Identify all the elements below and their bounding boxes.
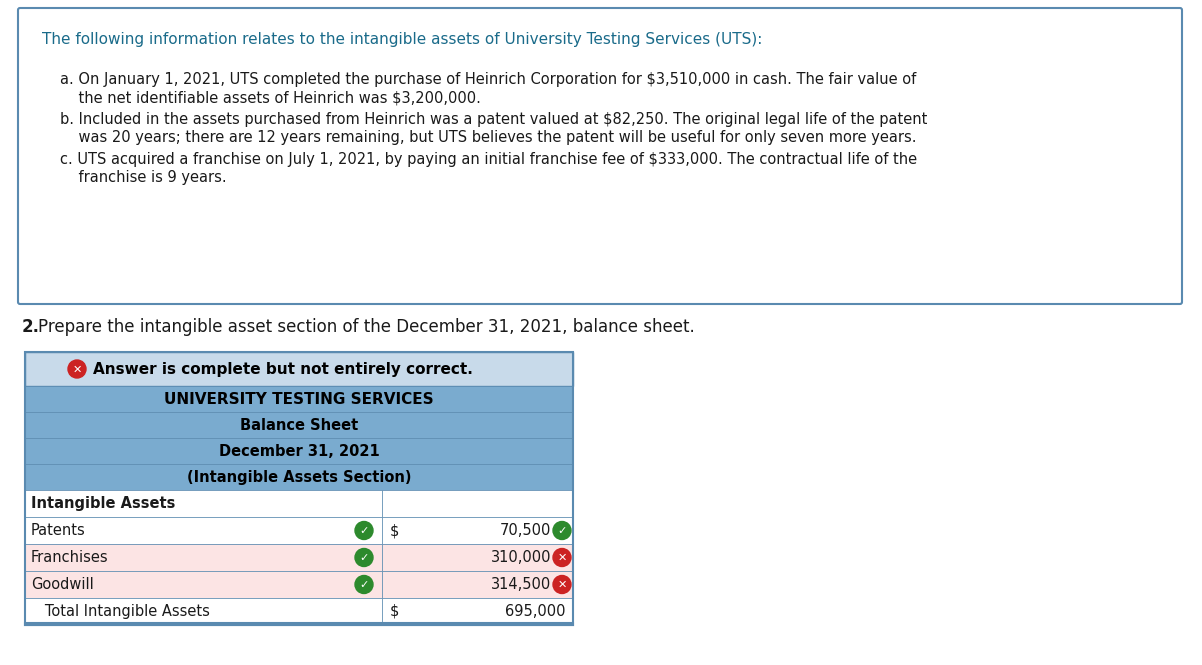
Text: $: $ bbox=[389, 523, 399, 538]
Text: 695,000: 695,000 bbox=[505, 604, 565, 619]
Text: Patents: Patents bbox=[31, 523, 85, 538]
Text: Goodwill: Goodwill bbox=[31, 577, 94, 592]
Circle shape bbox=[355, 521, 373, 539]
Text: ✕: ✕ bbox=[558, 580, 566, 590]
FancyBboxPatch shape bbox=[382, 517, 573, 544]
FancyBboxPatch shape bbox=[25, 517, 382, 544]
FancyBboxPatch shape bbox=[382, 490, 573, 517]
Text: franchise is 9 years.: franchise is 9 years. bbox=[60, 170, 227, 185]
Text: Total Intangible Assets: Total Intangible Assets bbox=[31, 604, 210, 619]
Text: ✓: ✓ bbox=[558, 526, 566, 536]
FancyBboxPatch shape bbox=[25, 438, 573, 464]
Text: 70,500: 70,500 bbox=[500, 523, 551, 538]
FancyBboxPatch shape bbox=[25, 598, 382, 625]
Text: ✕: ✕ bbox=[558, 553, 566, 563]
Text: Franchises: Franchises bbox=[31, 550, 108, 565]
Circle shape bbox=[553, 549, 571, 567]
FancyBboxPatch shape bbox=[382, 571, 573, 598]
Circle shape bbox=[69, 360, 87, 378]
Text: ✕: ✕ bbox=[72, 364, 82, 374]
Text: b. Included in the assets purchased from Heinrich was a patent valued at $82,250: b. Included in the assets purchased from… bbox=[60, 112, 928, 127]
FancyBboxPatch shape bbox=[25, 490, 382, 517]
Circle shape bbox=[553, 521, 571, 539]
Text: The following information relates to the intangible assets of University Testing: The following information relates to the… bbox=[42, 32, 762, 47]
Circle shape bbox=[355, 575, 373, 593]
FancyBboxPatch shape bbox=[18, 8, 1182, 304]
FancyBboxPatch shape bbox=[25, 386, 573, 412]
Text: ✓: ✓ bbox=[359, 580, 369, 590]
Text: 2.: 2. bbox=[22, 318, 40, 336]
FancyBboxPatch shape bbox=[25, 544, 382, 571]
FancyBboxPatch shape bbox=[25, 571, 382, 598]
Text: ✓: ✓ bbox=[359, 553, 369, 563]
Text: UNIVERSITY TESTING SERVICES: UNIVERSITY TESTING SERVICES bbox=[165, 392, 434, 406]
Text: the net identifiable assets of Heinrich was $3,200,000.: the net identifiable assets of Heinrich … bbox=[60, 90, 481, 105]
Text: Answer is complete but not entirely correct.: Answer is complete but not entirely corr… bbox=[93, 362, 472, 376]
FancyBboxPatch shape bbox=[25, 464, 573, 490]
Text: a. On January 1, 2021, UTS completed the purchase of Heinrich Corporation for $3: a. On January 1, 2021, UTS completed the… bbox=[60, 72, 916, 87]
FancyBboxPatch shape bbox=[25, 412, 573, 438]
Circle shape bbox=[553, 575, 571, 593]
Text: 314,500: 314,500 bbox=[490, 577, 551, 592]
Text: (Intangible Assets Section): (Intangible Assets Section) bbox=[186, 469, 411, 485]
Circle shape bbox=[355, 549, 373, 567]
FancyBboxPatch shape bbox=[382, 598, 573, 625]
Text: Balance Sheet: Balance Sheet bbox=[240, 418, 358, 432]
Text: Prepare the intangible asset section of the December 31, 2021, balance sheet.: Prepare the intangible asset section of … bbox=[38, 318, 695, 336]
Text: ✓: ✓ bbox=[359, 526, 369, 536]
Text: $: $ bbox=[389, 604, 399, 619]
FancyBboxPatch shape bbox=[382, 544, 573, 571]
Text: Intangible Assets: Intangible Assets bbox=[31, 496, 175, 511]
Text: c. UTS acquired a franchise on July 1, 2021, by paying an initial franchise fee : c. UTS acquired a franchise on July 1, 2… bbox=[60, 152, 917, 167]
FancyBboxPatch shape bbox=[25, 352, 573, 386]
Text: December 31, 2021: December 31, 2021 bbox=[219, 444, 380, 458]
Text: was 20 years; there are 12 years remaining, but UTS believes the patent will be : was 20 years; there are 12 years remaini… bbox=[60, 130, 916, 145]
Text: 310,000: 310,000 bbox=[490, 550, 551, 565]
